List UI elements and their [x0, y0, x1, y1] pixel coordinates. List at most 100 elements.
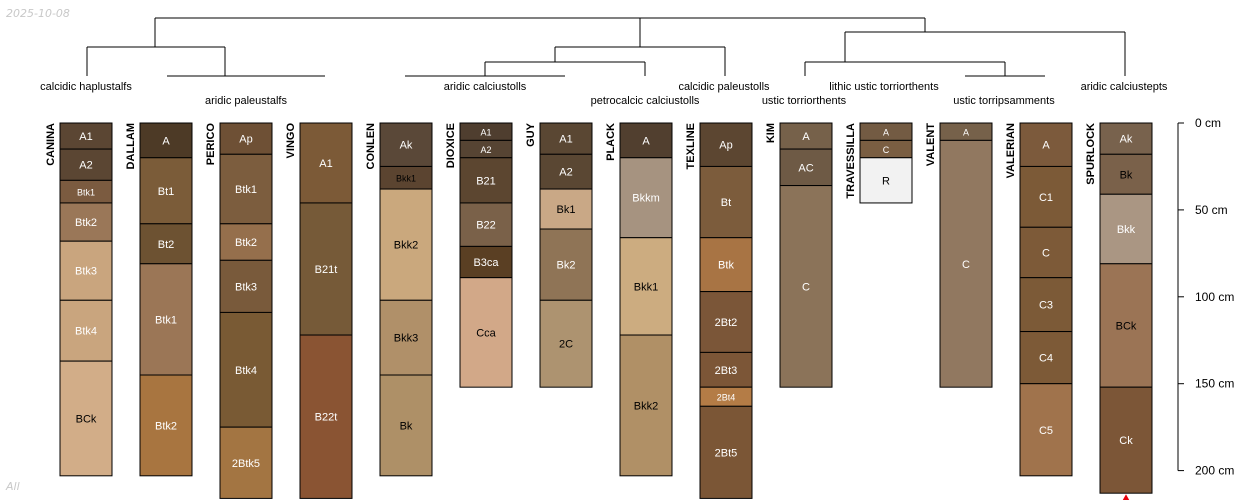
- profile-valent: A C VALENT: [925, 122, 993, 388]
- horizon-texline-ap: [699, 122, 753, 167]
- horizon-perico-2btk5: [219, 426, 273, 499]
- horizon-conlen-bkk3: [379, 299, 433, 376]
- horizon-valerian-c1: [1019, 165, 1073, 228]
- horizon-label: BCk: [76, 413, 97, 425]
- horizon-plack-bkk2: [619, 334, 673, 477]
- horizon-guy-bk2: [539, 228, 593, 301]
- horizon-label: A1: [559, 134, 572, 146]
- horizon-canina-bck: [59, 360, 113, 477]
- horizon-label: B22: [476, 220, 496, 232]
- horizon-label: Bt2: [158, 239, 175, 251]
- horizon-perico-ap: [219, 122, 273, 155]
- horizon-label: 2Btk5: [232, 458, 260, 470]
- depth-axis: 0 cm 50 cm 100 cm 150 cm 200 cm: [1177, 116, 1234, 478]
- horizon-label: Btk3: [75, 266, 97, 278]
- profile-name: KIM: [765, 123, 777, 143]
- horizon-valerian-c3: [1019, 277, 1073, 333]
- profile-name: VINGO: [285, 123, 297, 159]
- horizon-spurlock-ck: [1099, 386, 1153, 494]
- horizon-dallam-btk1: [139, 263, 193, 376]
- profile-dallam: A Bt1 Bt2 Btk1 Btk2 DALLAM: [125, 122, 193, 477]
- horizon-plack-bkk1: [619, 237, 673, 336]
- depth-tick-label: 150 cm: [1195, 377, 1234, 391]
- taxon-label-t9: aridic calciustepts: [1081, 81, 1168, 93]
- horizon-conlen-bk: [379, 374, 433, 477]
- horizon-label: Bkk1: [396, 174, 416, 184]
- horizon-label: C: [883, 145, 890, 155]
- profile-spurlock: Ak Bk Bkk BCk Ck SPURLOCK: [1085, 122, 1153, 494]
- horizon-label: A1: [319, 158, 332, 170]
- horizon-label: Btk1: [155, 314, 177, 326]
- horizon-valent-c: [939, 139, 993, 388]
- profile-name: VALENT: [925, 123, 937, 166]
- horizon-label: BCk: [1116, 320, 1137, 332]
- horizon-label: Bkkm: [632, 193, 660, 205]
- horizon-label: Bkk1: [634, 281, 658, 293]
- horizon-label: 2Bt2: [715, 317, 738, 329]
- depth-tick-label: 0 cm: [1195, 116, 1221, 130]
- horizon-conlen-ak: [379, 122, 433, 167]
- horizon-label: 2Bt3: [715, 365, 738, 377]
- taxon-label-t4: petrocalcic calciustolls: [591, 95, 700, 107]
- horizon-guy-2c: [539, 299, 593, 388]
- horizon-label: A2: [79, 160, 92, 172]
- profile-name: GUY: [525, 122, 537, 147]
- horizon-label: Btk3: [235, 281, 257, 293]
- horizon-vingo-a1: [299, 122, 353, 204]
- horizon-plack-a: [619, 122, 673, 159]
- horizon-label: Cca: [476, 327, 496, 339]
- horizon-spurlock-bck: [1099, 263, 1153, 388]
- horizon-label: A: [883, 128, 889, 138]
- profile-name: PERICO: [205, 123, 217, 166]
- horizon-canina-a1: [59, 122, 113, 150]
- profile-guy: A1 A2 Bk1 Bk2 2C GUY: [525, 122, 593, 388]
- horizon-guy-a2: [539, 153, 593, 190]
- horizon-canina-btk4: [59, 299, 113, 362]
- horizon-kim-ac: [779, 148, 833, 187]
- horizon-label: B22t: [315, 412, 338, 424]
- horizon-label: Bk: [1120, 169, 1133, 181]
- horizon-valerian-c: [1019, 226, 1073, 279]
- horizon-label: C1: [1039, 192, 1053, 204]
- horizon-dallam-btk2: [139, 374, 193, 477]
- profile-name: DALLAM: [125, 123, 137, 169]
- horizon-label: Ap: [239, 134, 252, 146]
- horizon-valerian-a: [1019, 122, 1073, 167]
- horizon-kim-a: [779, 122, 833, 150]
- profile-name: TRAVESSILLA: [845, 123, 857, 199]
- horizon-label: Bk: [400, 420, 413, 432]
- profile-name: CANINA: [45, 123, 57, 166]
- horizon-label: C3: [1039, 300, 1053, 312]
- horizon-label: R: [882, 175, 890, 187]
- horizon-label: Ak: [400, 140, 413, 152]
- horizon-label: A: [802, 131, 810, 143]
- depth-tick-label: 100 cm: [1195, 290, 1234, 304]
- depth-tick-label: 50 cm: [1195, 203, 1228, 217]
- taxon-label-t1: calcidic haplustalfs: [40, 81, 132, 93]
- horizon-label: Bkk2: [394, 240, 418, 252]
- horizon-label: 2Bt5: [715, 447, 738, 459]
- footer-tag: All: [6, 480, 20, 493]
- horizon-label: Btk1: [235, 184, 257, 196]
- horizon-label: Bkk: [1117, 224, 1136, 236]
- horizon-perico-btk4: [219, 311, 273, 428]
- horizon-canina-btk3: [59, 240, 113, 301]
- horizon-label: AC: [798, 162, 813, 174]
- horizon-spurlock-ak: [1099, 122, 1153, 155]
- profile-name: CONLEN: [365, 123, 377, 170]
- horizon-vingo-b21t: [299, 202, 353, 336]
- profile-texline: Ap Bt Btk 2Bt2 2Bt3 2Bt4 2Bt5 TEXLINE: [685, 122, 753, 499]
- horizon-label: C: [802, 281, 810, 293]
- horizon-texline-2bt3: [699, 351, 753, 388]
- horizon-label: B21: [476, 175, 496, 187]
- horizon-label: A2: [480, 145, 491, 155]
- horizon-label: A: [1042, 140, 1050, 152]
- profile-name: SPURLOCK: [1085, 123, 1097, 185]
- horizon-dioxice-b22: [459, 202, 513, 247]
- horizon-label: 2C: [559, 339, 573, 351]
- horizon-label: A: [162, 135, 170, 147]
- horizon-spurlock-bkk: [1099, 193, 1153, 265]
- profile-vingo: A1 B21t B22t VINGO: [285, 122, 353, 499]
- horizon-label: A1: [79, 131, 92, 143]
- horizon-label: A1: [480, 128, 491, 138]
